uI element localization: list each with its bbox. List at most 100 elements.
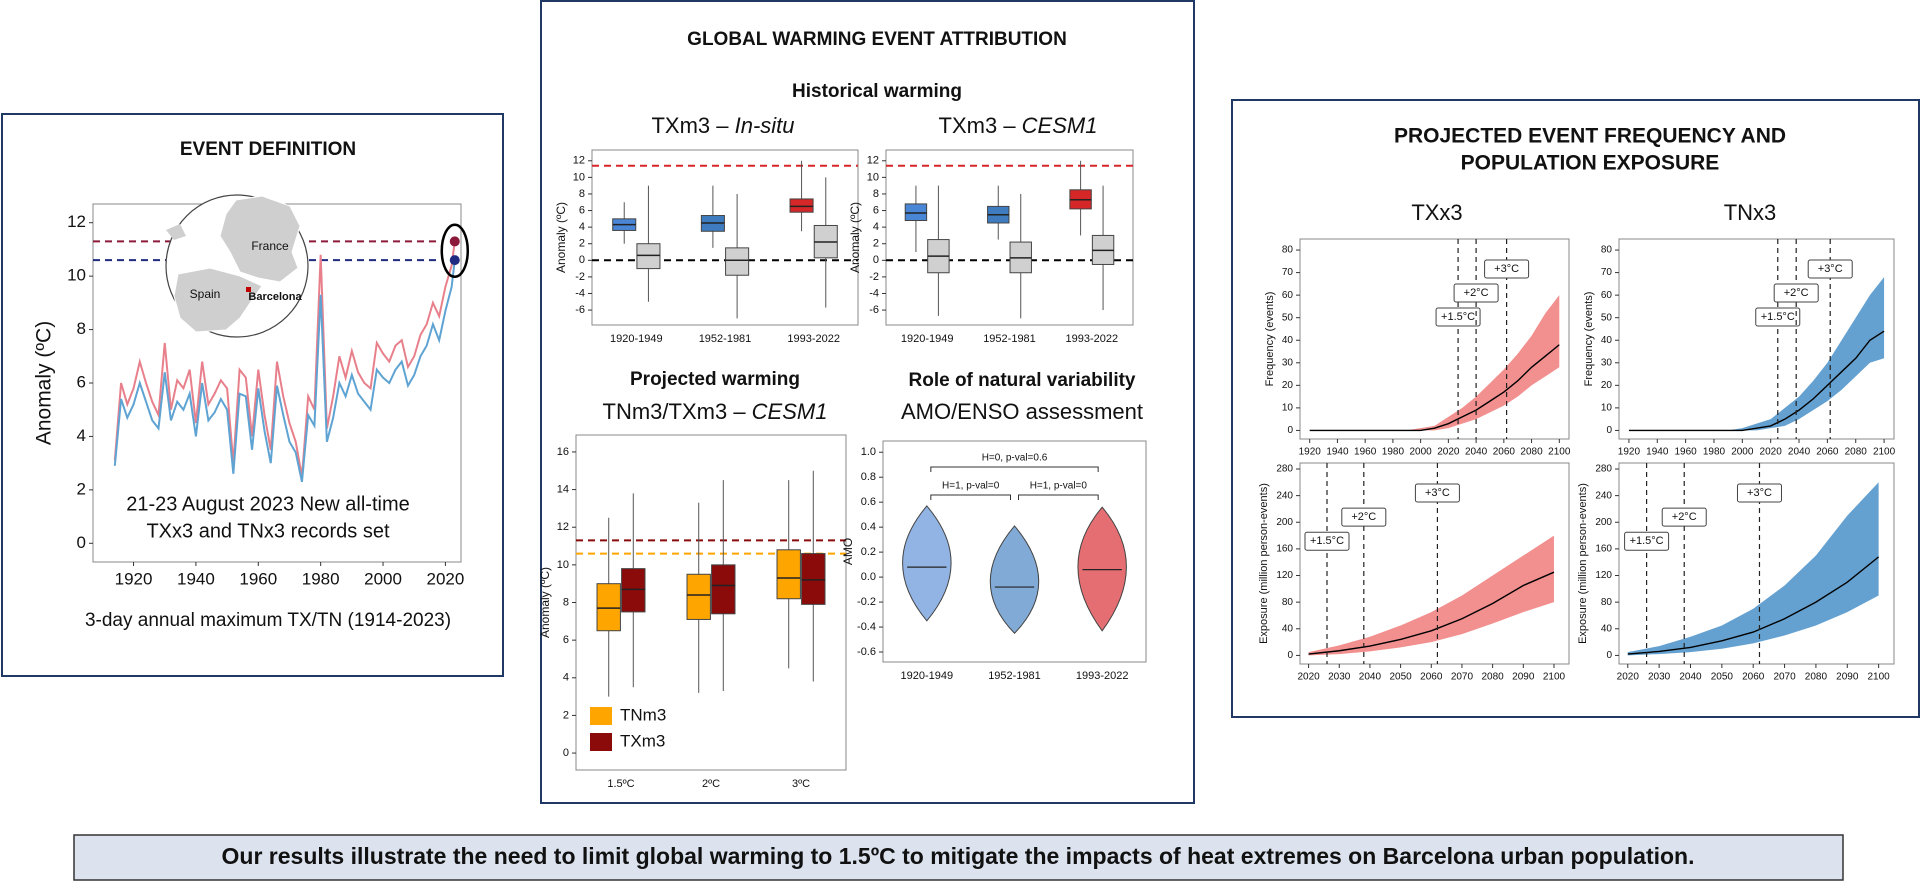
y-tick-label: 12: [573, 155, 585, 167]
y-tick-label: -0.2: [857, 596, 876, 608]
series-line: [113, 241, 456, 477]
warming-level-label: +2°C: [1672, 511, 1697, 523]
box: [596, 583, 621, 632]
x-tick-label: 2100: [1873, 447, 1896, 458]
y-tick-label: -6: [869, 304, 879, 316]
x-tick-label: 1920-1949: [901, 670, 954, 682]
y-tick-label: -4: [869, 287, 879, 299]
x-tick-label: 2060: [1816, 447, 1839, 458]
x-tick-label: 1920: [115, 569, 153, 588]
y-tick-label: 0: [873, 254, 879, 266]
x-tick-label: 1940: [1646, 447, 1669, 458]
x-tick-label: 1980: [1703, 447, 1726, 458]
chart-title: TNx3: [1724, 200, 1777, 225]
x-tick-label: 2090: [1512, 672, 1535, 683]
y-tick-label: 10: [557, 559, 569, 571]
series-line: [1627, 556, 1880, 655]
y-tick-label: 4: [873, 221, 879, 233]
map-france: [219, 195, 301, 283]
title-part: TXm3 –: [939, 113, 1022, 138]
bracket-label: H=1, p-val=0: [942, 481, 1000, 492]
y-tick-label: 2: [873, 238, 879, 250]
warming-level-label: +1.5°C: [1441, 311, 1475, 323]
record-highlight: [440, 223, 470, 279]
y-tick-label: 4: [77, 426, 86, 445]
y-tick-label: 0: [1287, 425, 1293, 436]
x-tick-label: 1960: [1354, 447, 1377, 458]
y-tick-label: 6: [563, 634, 569, 646]
box: [621, 568, 646, 613]
legend-label: TXm3: [620, 731, 665, 750]
label-box: [1484, 259, 1530, 279]
y-tick-label: 0.4: [861, 521, 876, 533]
y-tick-label: 12: [67, 212, 86, 231]
conclusion: Our results illustrate the need to limit…: [222, 843, 1695, 869]
x-tick-label: 2050: [1711, 672, 1734, 683]
y-axis-label: Frequency (events): [1264, 292, 1276, 387]
x-tick-label: 2000: [1410, 447, 1433, 458]
y-tick-label: 120: [1595, 570, 1612, 581]
violin: [1077, 506, 1127, 632]
box: [801, 553, 826, 605]
bracket: [930, 466, 1099, 472]
x-tick-label: 2060: [1493, 447, 1516, 458]
x-tick-label: 1920-1949: [610, 333, 663, 345]
y-tick-label: 20: [1601, 380, 1613, 391]
label-box: [1453, 283, 1499, 303]
legend-label: TNm3: [620, 705, 666, 724]
y-tick-label: -6: [575, 304, 585, 316]
x-tick-label: 2080: [1481, 672, 1504, 683]
x-tick-label: 2100: [1543, 672, 1566, 683]
x-tick-label: 1920-1949: [901, 333, 954, 345]
violin: [902, 505, 952, 622]
x-tick-label: 1960: [239, 569, 277, 588]
series-line: [1309, 344, 1560, 432]
x-tick-label: 1980: [1382, 447, 1405, 458]
y-tick-label: 40: [1601, 335, 1613, 346]
y-tick-label: 70: [1601, 267, 1613, 278]
x-tick-label: 2020: [1437, 447, 1460, 458]
legend-swatch: [590, 707, 612, 725]
conclusion-box: [73, 834, 1844, 881]
y-tick-label: 240: [1276, 490, 1293, 501]
y-tick-label: -2: [575, 271, 585, 283]
box: [789, 198, 814, 213]
y-tick-label: 0: [1606, 425, 1612, 436]
y-tick-label: 280: [1276, 464, 1293, 475]
y-tick-label: 0.2: [861, 546, 876, 558]
y-tick-label: 200: [1276, 517, 1293, 528]
y-axis-label: Exposure (million person-events): [1577, 483, 1589, 644]
y-tick-label: 160: [1595, 544, 1612, 555]
y-tick-label: 50: [1601, 312, 1613, 323]
series-line: [113, 259, 456, 483]
left-caption: 3-day annual maximum TX/TN (1914-2023): [85, 610, 451, 631]
right-title: PROJECTED EVENT FREQUENCY AND: [1394, 125, 1786, 148]
y-tick-label: 30: [1601, 357, 1613, 368]
annotation: TXx3 and TNx3 records set: [146, 520, 390, 542]
x-tick-label: 2040: [1679, 672, 1702, 683]
x-tick-label: 2030: [1328, 672, 1351, 683]
x-tick-label: 1993-2022: [787, 333, 840, 345]
y-tick-label: 80: [1601, 245, 1613, 256]
section-title: Historical warming: [792, 81, 962, 102]
box: [686, 573, 711, 620]
title-part: In-situ: [735, 113, 795, 138]
x-tick-label: 1980: [302, 569, 340, 588]
x-tick-label: 1952-1981: [988, 670, 1041, 682]
y-axis-label: Exposure (million person-events): [1258, 483, 1270, 644]
x-tick-label: 2100: [1868, 672, 1891, 683]
record-point: [449, 255, 460, 266]
bracket-label: H=1, p-val=0: [1030, 481, 1088, 492]
y-tick-label: 40: [1282, 623, 1294, 634]
y-tick-label: 200: [1595, 517, 1612, 528]
x-tick-label: 2040: [1788, 447, 1811, 458]
y-tick-label: 80: [1601, 597, 1613, 608]
y-tick-label: 1.0: [861, 446, 876, 458]
y-tick-label: 10: [67, 266, 86, 285]
y-tick-label: 0.0: [861, 571, 876, 583]
y-axis-label: Frequency (events): [1583, 292, 1595, 387]
box: [904, 203, 928, 221]
map-city: [246, 287, 251, 292]
y-tick-label: 50: [1282, 312, 1294, 323]
